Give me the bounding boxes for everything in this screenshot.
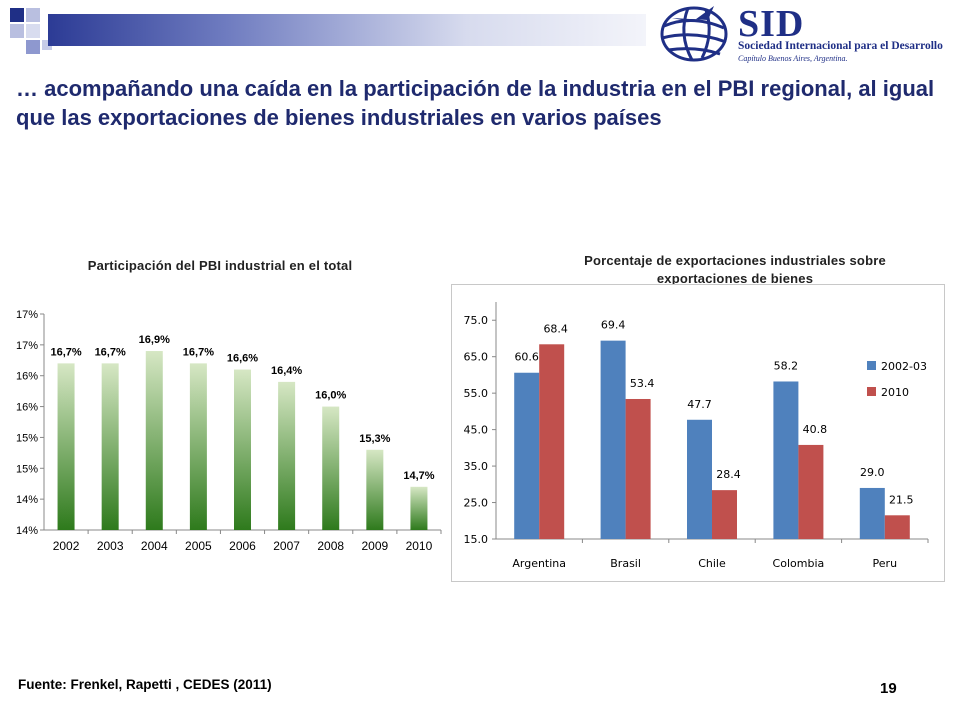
chart2-data-label: 53.4 [630,377,655,390]
chart1-x-tick-label: 2002 [53,539,80,553]
chart1-y-tick-label: 16% [16,402,38,414]
chart1-y-tick-label: 14% [16,494,38,506]
chart2-legend-label: 2010 [881,386,909,399]
decor-square-mid [26,24,40,38]
chart1-x-tick-label: 2007 [273,539,300,553]
chart2-x-tick-label: Colombia [773,557,825,570]
chart1-y-tick-label: 15% [16,432,38,444]
chart1-x-tick-label: 2008 [317,539,344,553]
chart2-bar-2002-03 [773,381,799,539]
chart2-bar-2010 [884,515,910,539]
chart2-bar-2010 [798,444,824,539]
chart1-x-tick-label: 2006 [229,539,256,553]
chart2-data-label: 21.5 [889,493,914,506]
chart1-data-label: 16,7% [183,346,214,358]
chart2-x-tick-label: Chile [698,557,726,570]
chart2-y-tick-label: 55.0 [464,387,489,400]
chart1-bar [278,381,296,530]
chart1-y-tick-label: 15% [16,463,38,475]
globe-icon [660,6,728,62]
chart2-bar-2002-03 [600,340,626,539]
chart2-y-tick-label: 75.0 [464,314,489,327]
chart1-x-tick-label: 2004 [141,539,168,553]
decor-square-navy [10,8,24,22]
sid-logo: SID Sociedad Internacional para el Desar… [652,0,952,64]
page-number: 19 [880,680,897,697]
chart2-data-label: 29.0 [860,466,885,479]
chart1-data-label: 16,0% [315,390,346,402]
chart1-x-tick-label: 2010 [406,539,433,553]
chart2-legend-swatch [867,361,876,370]
chart1-bar [101,363,119,530]
logo-name: SID [738,3,805,45]
logo-subtitle-location: Capítulo Buenos Aires, Argentina. [738,54,848,63]
chart1-bar [145,351,163,530]
chart1-data-label: 14,7% [403,470,434,482]
chart2-bar-2010 [625,398,651,539]
chart1-y-tick-label: 16% [16,371,38,383]
chart2-bar-2010 [712,490,737,539]
chart2-bar-2010 [539,344,565,539]
decor-square-light [26,40,40,54]
chart1-x-tick-label: 2005 [185,539,212,553]
chart1-data-label: 16,9% [139,334,170,346]
slide-title: … acompañando una caída en la participac… [16,76,935,130]
chart2-y-tick-label: 65.0 [464,351,489,364]
chart1-bar [322,406,340,530]
chart2-title: Porcentaje de exportaciones industriales… [584,253,886,286]
chart2-x-tick-label: Peru [873,557,898,570]
chart1-bar [234,369,251,530]
chart2-x-tick-label: Argentina [512,557,566,570]
decor-square-light [26,8,40,22]
chart2-legend-swatch [867,387,876,396]
chart2-y-tick-label: 35.0 [464,460,489,473]
chart1-bar [410,486,428,530]
chart1-y-tick-label: 14% [16,525,38,537]
chart1-bar [366,449,384,530]
chart2-data-label: 69.4 [601,319,626,332]
chart2-y-tick-label: 15.0 [464,533,489,546]
chart1-y-tick-label: 17% [16,309,38,321]
chart1-y-tick-label: 17% [16,340,38,352]
logo-subtitle: Sociedad Internacional para el Desarroll… [738,40,943,52]
chart1-data-label: 16,4% [271,365,302,377]
chart1-data-label: 16,7% [95,346,126,358]
chart1-x-tick-label: 2009 [361,539,388,553]
decor-square-navy [42,40,52,50]
chart1-bar [189,363,207,530]
chart2-data-label: 40.8 [803,423,828,436]
chart2-data-label: 68.4 [543,322,568,335]
chart2-data-label: 58.2 [774,359,799,372]
header-gradient-bar [48,14,646,46]
chart1-bar [57,363,75,530]
chart2-data-label: 60.6 [514,351,539,364]
decor-square-light [10,24,24,38]
chart1-data-label: 15,3% [359,433,390,445]
chart1-title: Participación del PBI industrial en el t… [87,258,353,273]
chart2-bar-2002-03 [687,419,712,539]
chart1-data-label: 16,6% [227,353,258,365]
chart2-bar-2002-03 [859,487,885,539]
chart1-x-tick-label: 2003 [97,539,124,553]
source-note: Fuente: Frenkel, Rapetti , CEDES (2011) [18,677,272,692]
chart2-y-tick-label: 45.0 [464,424,489,437]
chart2-bar-2002-03 [514,372,540,539]
chart2-x-tick-label: Brasil [610,557,641,570]
chart2-legend-label: 2002-03 [881,360,927,373]
chart1-data-label: 16,7% [50,346,81,358]
chart2-data-label: 28.4 [716,468,741,481]
chart2-y-tick-label: 25.0 [464,497,489,510]
chart2-data-label: 47.7 [687,398,712,411]
